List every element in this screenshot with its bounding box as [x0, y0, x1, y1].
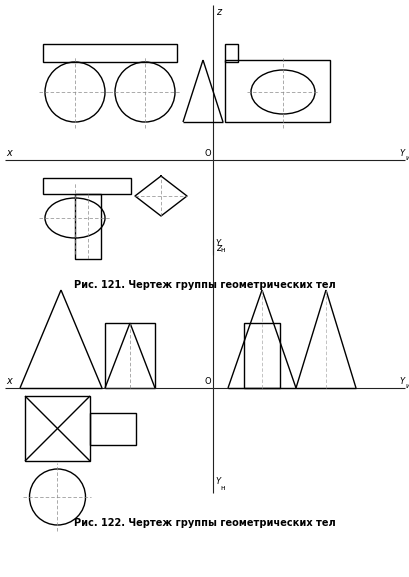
- Text: x: x: [6, 148, 12, 158]
- Text: z: z: [216, 243, 220, 253]
- Text: Y: Y: [398, 149, 403, 158]
- Bar: [43, 44, 177, 62]
- Bar: [90, 413, 136, 445]
- Text: и: и: [404, 383, 409, 389]
- Text: z: z: [216, 7, 220, 17]
- Text: и: и: [404, 155, 409, 161]
- Bar: [243, 323, 279, 388]
- Text: н: н: [220, 247, 224, 253]
- Text: Y: Y: [214, 239, 220, 248]
- Text: O: O: [204, 149, 211, 158]
- Bar: [43, 178, 131, 194]
- Bar: [75, 194, 101, 259]
- Bar: [25, 396, 90, 461]
- Bar: [225, 44, 237, 62]
- Text: н: н: [220, 485, 224, 491]
- Text: Рис. 122. Чертеж группы геометрических тел: Рис. 122. Чертеж группы геометрических т…: [74, 518, 335, 528]
- Text: Y: Y: [214, 477, 220, 486]
- Text: Y: Y: [398, 377, 403, 386]
- Text: O: O: [204, 377, 211, 386]
- Text: Рис. 121. Чертеж группы геометрических тел: Рис. 121. Чертеж группы геометрических т…: [74, 280, 335, 290]
- Bar: [105, 323, 155, 388]
- Bar: [225, 60, 329, 122]
- Text: x: x: [6, 376, 12, 386]
